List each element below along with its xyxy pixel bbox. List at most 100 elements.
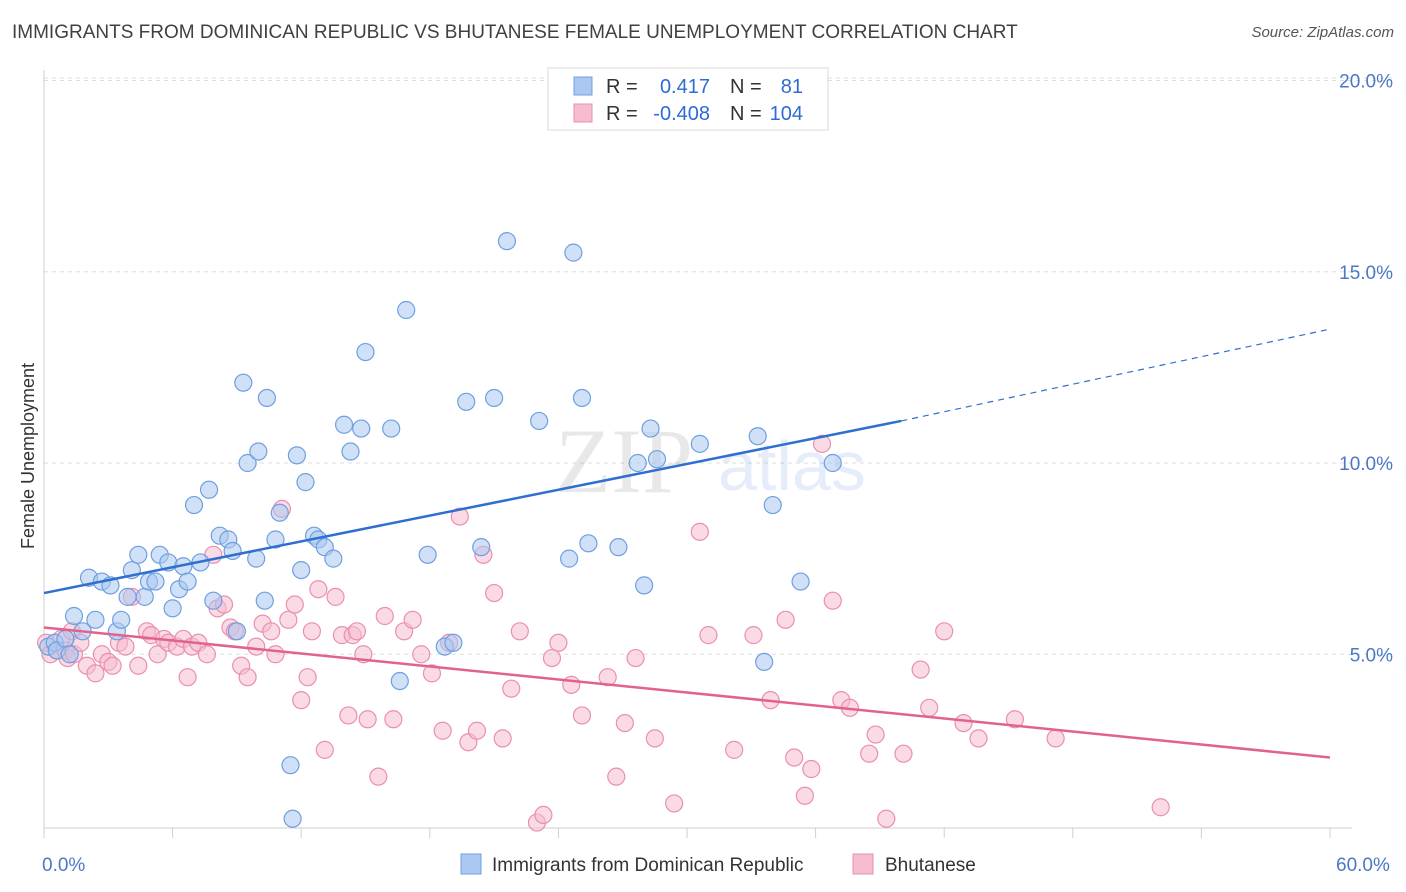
- dominican-point: [118, 587, 137, 606]
- y-axis-title: Female Unemployment: [18, 363, 38, 549]
- bottom-legend-label-pink: Bhutanese: [885, 855, 976, 876]
- legend-box: [547, 67, 829, 131]
- trend-lines: [43, 328, 1331, 759]
- bhutanese-point: [795, 786, 814, 805]
- dominican-point: [579, 534, 598, 553]
- bhutanese-point: [369, 767, 388, 786]
- dominican-point: [635, 576, 654, 595]
- bhutanese-point: [785, 748, 804, 767]
- bhutanese-point: [542, 648, 562, 668]
- dominican-point: [60, 645, 79, 664]
- y-tick-label: 15.0%: [1339, 263, 1393, 284]
- dominican-point: [647, 450, 667, 469]
- watermark: ZIP atlas: [555, 410, 866, 512]
- bhutanese-point: [626, 648, 645, 668]
- dominican-point: [266, 530, 285, 549]
- bhutanese-point: [502, 679, 521, 698]
- dominican-point: [397, 300, 416, 320]
- y-tick-label: 20.0%: [1339, 72, 1393, 93]
- dominican-point: [64, 606, 84, 626]
- bhutanese-trend-line: [43, 626, 1331, 759]
- bhutanese-point: [412, 645, 431, 664]
- dominican-point: [270, 503, 289, 522]
- y-tick-label: 10.0%: [1339, 454, 1393, 475]
- dominican-point: [564, 243, 583, 262]
- dominican-point: [281, 756, 300, 775]
- dominican-point: [234, 373, 253, 392]
- bhutanese-point: [572, 706, 592, 725]
- bhutanese-point: [309, 580, 328, 599]
- axes: [43, 70, 1352, 838]
- dominican-point: [609, 538, 628, 557]
- legend-r-label-pink: R =: [606, 103, 638, 125]
- bhutanese-point: [1005, 710, 1025, 729]
- bottom-legend: Immigrants from Dominican Republic Bhuta…: [460, 853, 976, 876]
- bhutanese-point: [178, 668, 197, 687]
- dominican-point: [324, 549, 343, 568]
- bottom-legend-label-blue: Immigrants from Dominican Republic: [492, 855, 804, 876]
- bhutanese-point: [534, 805, 553, 825]
- dominican-trend-extension: [901, 328, 1331, 422]
- dominican-point: [146, 572, 165, 591]
- x-tick-label-max: 60.0%: [1336, 855, 1390, 876]
- bhutanese-point: [467, 721, 487, 740]
- watermark-atlas: atlas: [718, 427, 866, 505]
- bhutanese-point: [86, 664, 105, 683]
- bhutanese-point: [920, 698, 939, 717]
- bhutanese-point: [744, 626, 763, 645]
- bhutanese-point: [279, 610, 298, 629]
- bhutanese-point: [148, 645, 167, 664]
- bhutanese-point: [384, 710, 403, 729]
- bhutanese-point: [433, 721, 452, 740]
- bhutanese-point: [645, 729, 664, 748]
- dominican-point: [86, 610, 105, 629]
- bhutanese-point: [285, 595, 304, 614]
- dominican-point: [334, 415, 354, 434]
- chart-title: IMMIGRANTS FROM DOMINICAN REPUBLIC VS BH…: [12, 22, 1018, 43]
- bottom-legend-swatch-blue: [460, 853, 482, 875]
- bhutanese-point: [339, 706, 358, 725]
- dominican-point: [418, 545, 437, 564]
- bhutanese-point: [485, 583, 504, 603]
- bhutanese-point: [607, 767, 626, 786]
- y-tick-labels: 5.0% 10.0% 15.0% 20.0%: [1339, 72, 1393, 667]
- bhutanese-point: [776, 610, 795, 629]
- dominican-point: [199, 480, 219, 499]
- dominican-point: [628, 453, 647, 473]
- dominican-point: [257, 388, 277, 408]
- bhutanese-point: [326, 587, 345, 606]
- bhutanese-point: [292, 691, 311, 710]
- y-tick-label: 5.0%: [1350, 645, 1393, 666]
- dominican-point: [163, 599, 182, 618]
- dominican-point: [56, 629, 75, 649]
- legend-swatch-pink: [573, 103, 593, 123]
- dominican-point: [255, 591, 274, 610]
- dominican-point: [560, 549, 579, 568]
- bhutanese-point: [103, 656, 122, 675]
- dominican-point: [341, 442, 360, 461]
- dominican-point: [227, 622, 246, 641]
- bhutanese-point: [238, 668, 257, 687]
- dominican-point: [135, 587, 154, 606]
- dominican-point: [690, 434, 709, 453]
- dominican-point: [763, 495, 782, 515]
- bhutanese-point: [375, 606, 394, 626]
- bhutanese-point: [935, 622, 954, 641]
- bhutanese-point: [358, 710, 377, 729]
- bhutanese-point: [823, 591, 842, 610]
- dominican-point: [249, 442, 268, 461]
- bhutanese-point: [665, 794, 684, 813]
- bhutanese-point: [690, 522, 709, 541]
- bhutanese-point: [197, 645, 216, 664]
- bhutanese-point: [802, 759, 821, 779]
- dominican-point: [472, 538, 491, 557]
- dominican-point: [572, 388, 592, 408]
- bhutanese-point: [615, 713, 634, 733]
- dominican-point: [356, 342, 375, 362]
- bottom-legend-swatch-pink: [852, 853, 874, 875]
- bhutanese-point: [877, 809, 896, 828]
- bhutanese-point: [298, 668, 317, 687]
- dominican-point: [823, 453, 842, 473]
- dominican-point: [444, 633, 463, 652]
- dominican-point: [129, 545, 148, 564]
